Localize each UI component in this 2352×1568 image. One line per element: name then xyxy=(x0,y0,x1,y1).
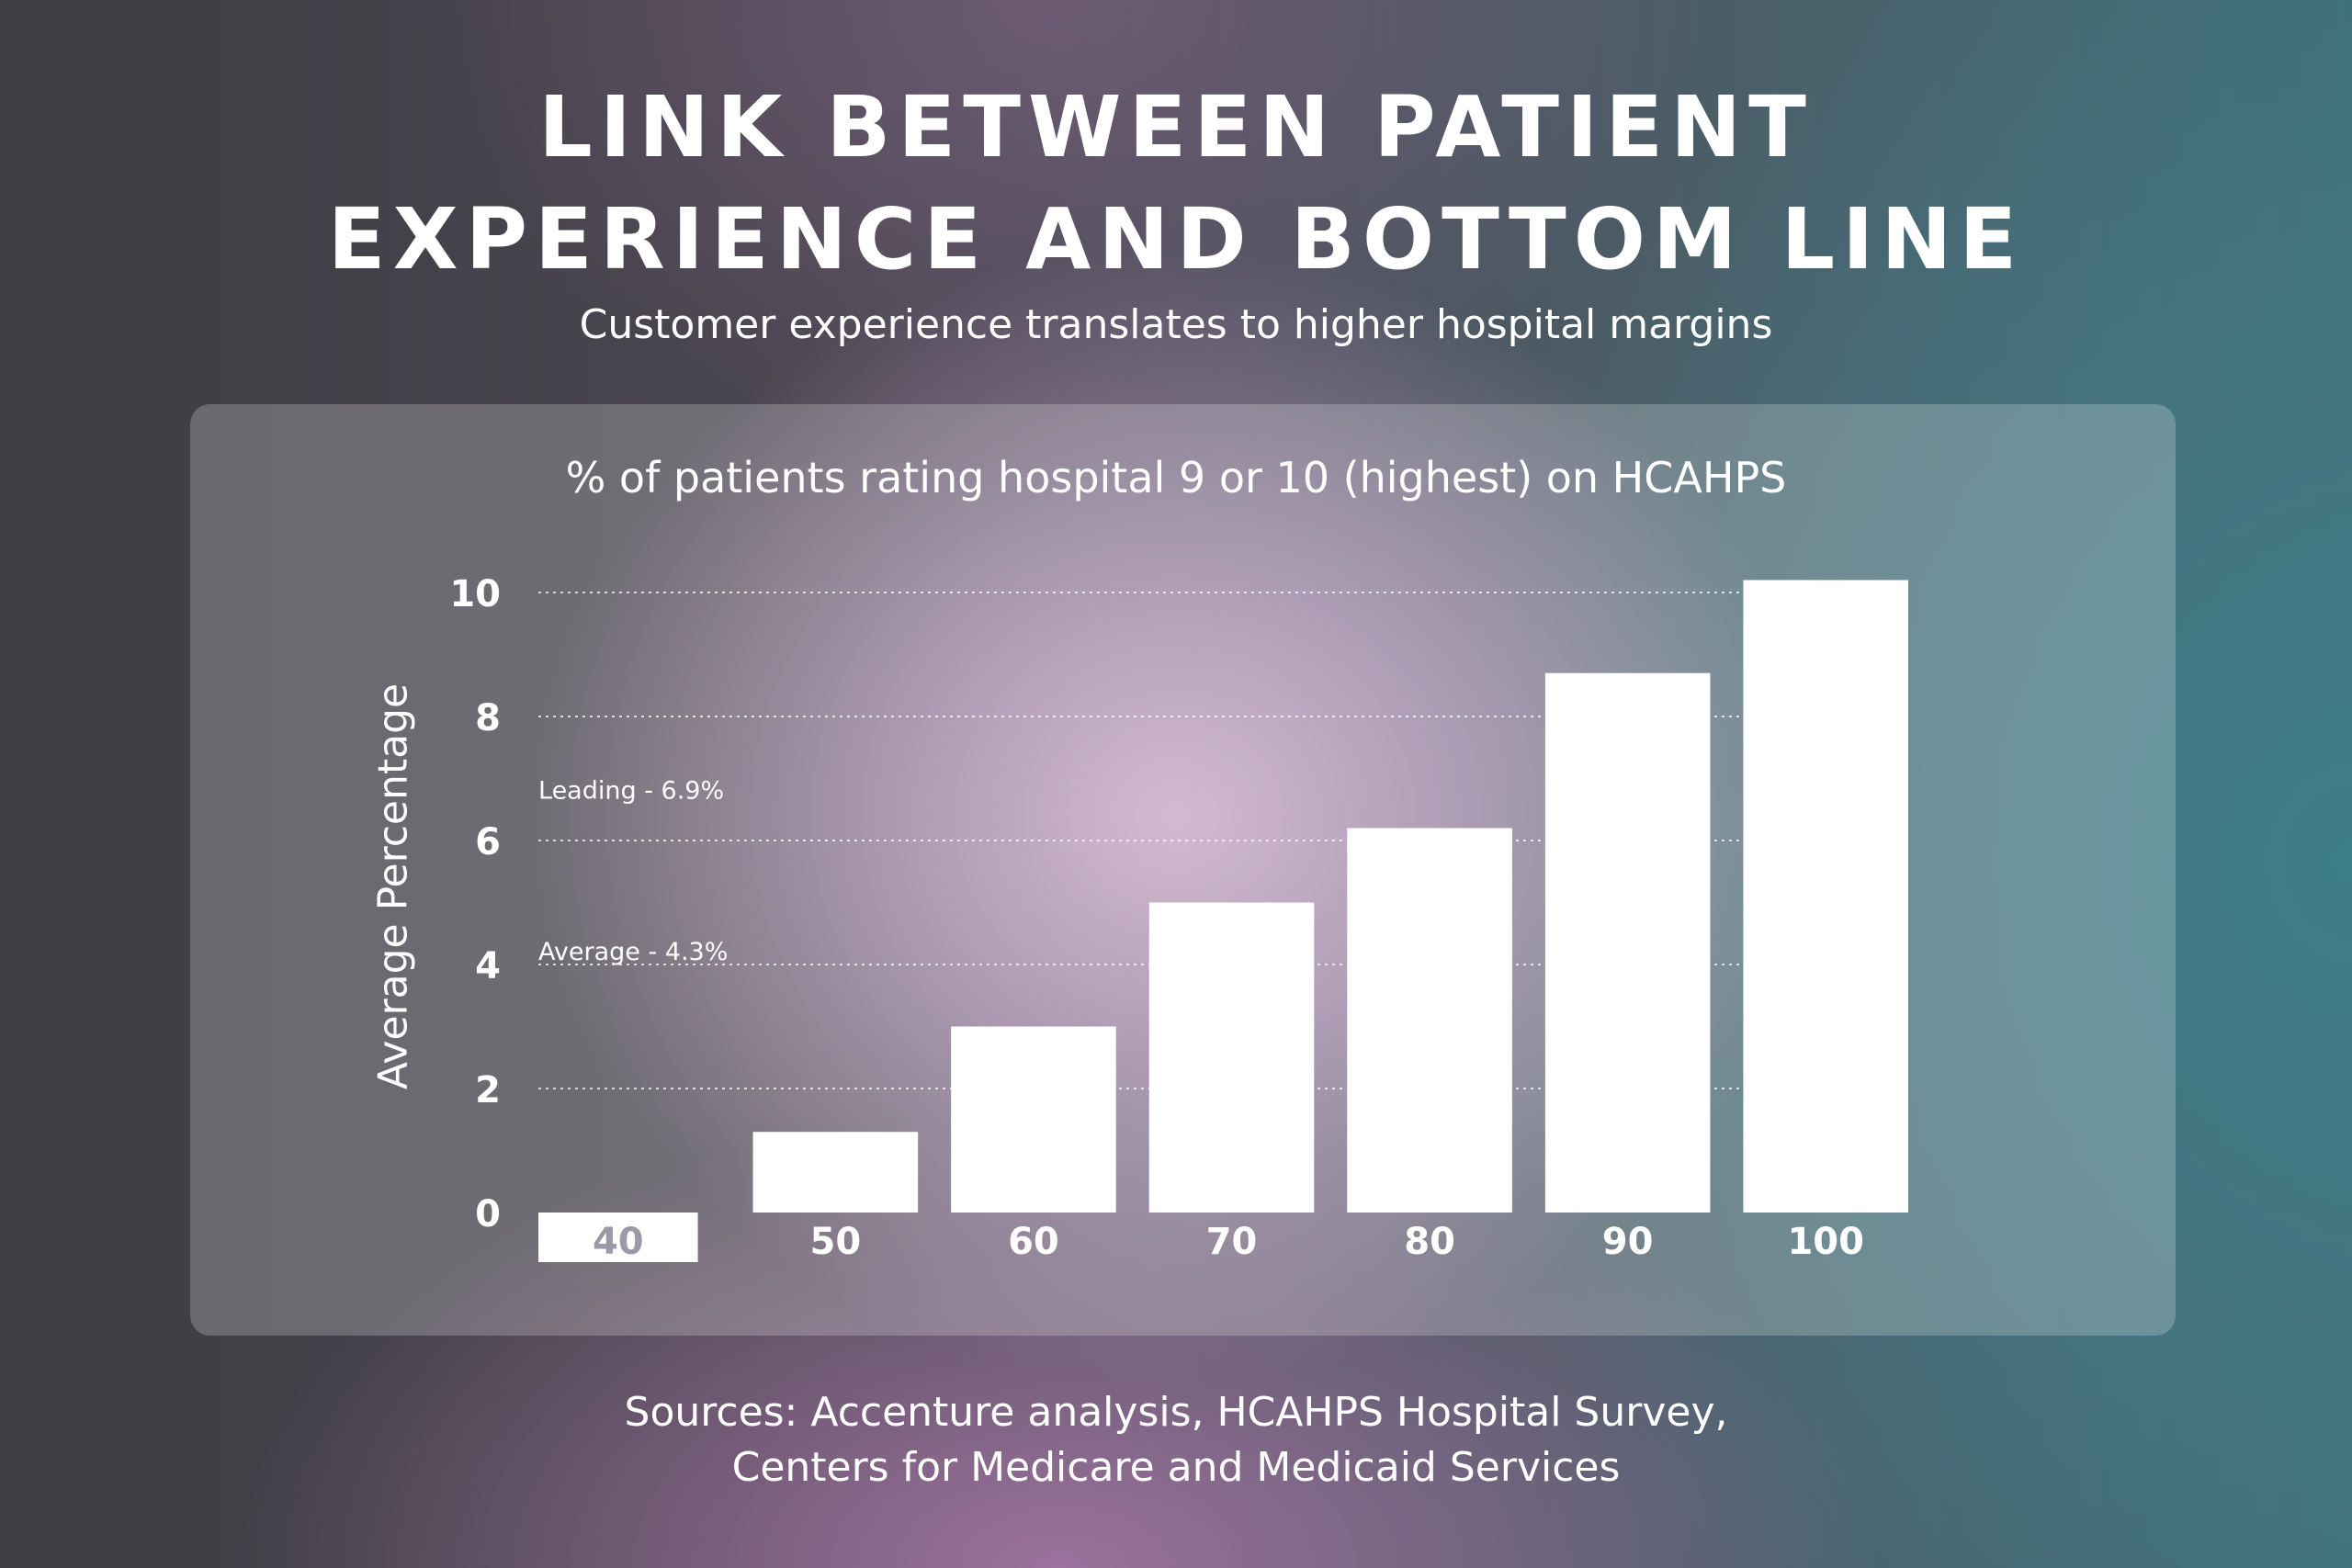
x-tick-label: 80 xyxy=(1404,1221,1455,1263)
bar xyxy=(951,1026,1116,1213)
y-tick-label: 2 xyxy=(475,1069,501,1111)
x-tick-label: 40 xyxy=(593,1221,644,1263)
sources-line-1: Sources: Accenture analysis, HCAHPS Hosp… xyxy=(624,1389,1728,1436)
reference-label: Average - 4.3% xyxy=(538,938,728,966)
title-line-2: EXPERIENCE AND BOTTOM LINE xyxy=(327,190,2025,288)
y-tick-label: 0 xyxy=(475,1193,501,1235)
y-tick-label: 6 xyxy=(475,821,501,863)
bar xyxy=(1148,902,1315,1213)
bar xyxy=(1544,672,1711,1213)
page-title: LINK BETWEEN PATIENT EXPERIENCE AND BOTT… xyxy=(0,72,2352,296)
chart-title: % of patients rating hospital 9 or 10 (h… xyxy=(565,453,1787,502)
bar xyxy=(752,1132,919,1213)
y-tick-label: 8 xyxy=(475,697,501,739)
title-line-1: LINK BETWEEN PATIENT xyxy=(538,78,1814,176)
bar xyxy=(1347,828,1512,1213)
reference-label: Leading - 6.9% xyxy=(538,776,724,805)
x-tick-label: 70 xyxy=(1206,1221,1258,1263)
bar xyxy=(538,1213,698,1262)
y-tick-label: 4 xyxy=(475,945,501,987)
x-tick-label: 50 xyxy=(810,1221,862,1263)
y-tick-label: 10 xyxy=(449,573,501,615)
x-tick-label: 100 xyxy=(1787,1221,1864,1263)
x-tick-label: 60 xyxy=(1008,1221,1059,1263)
page-subtitle: Customer experience translates to higher… xyxy=(579,301,1773,348)
sources-note: Sources: Accenture analysis, HCAHPS Hosp… xyxy=(0,1385,2352,1495)
sources-line-2: Centers for Medicare and Medicaid Servic… xyxy=(731,1444,1621,1491)
x-tick-label: 90 xyxy=(1602,1221,1654,1263)
bar xyxy=(1743,580,1908,1213)
